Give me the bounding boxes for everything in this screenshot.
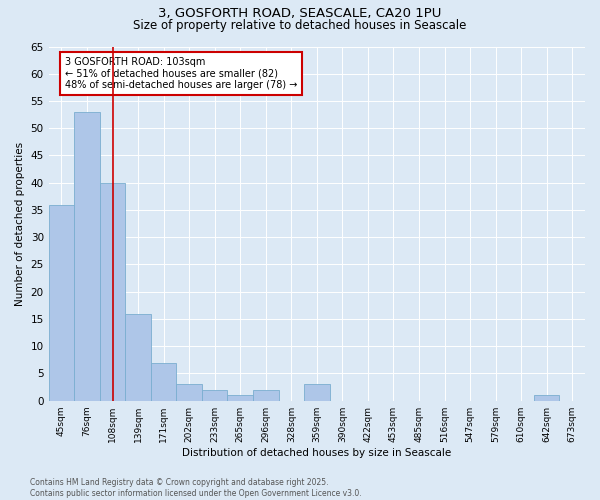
- Text: 3, GOSFORTH ROAD, SEASCALE, CA20 1PU: 3, GOSFORTH ROAD, SEASCALE, CA20 1PU: [158, 8, 442, 20]
- Bar: [227, 396, 253, 400]
- Bar: [253, 390, 278, 400]
- Text: 3 GOSFORTH ROAD: 103sqm
← 51% of detached houses are smaller (82)
48% of semi-de: 3 GOSFORTH ROAD: 103sqm ← 51% of detache…: [65, 57, 297, 90]
- Bar: [74, 112, 100, 401]
- Y-axis label: Number of detached properties: Number of detached properties: [15, 142, 25, 306]
- Bar: [151, 362, 176, 401]
- Text: Size of property relative to detached houses in Seascale: Size of property relative to detached ho…: [133, 18, 467, 32]
- Bar: [49, 204, 74, 400]
- Bar: [202, 390, 227, 400]
- Bar: [304, 384, 329, 400]
- Bar: [534, 396, 559, 400]
- Bar: [125, 314, 151, 400]
- Bar: [100, 182, 125, 400]
- X-axis label: Distribution of detached houses by size in Seascale: Distribution of detached houses by size …: [182, 448, 451, 458]
- Text: Contains HM Land Registry data © Crown copyright and database right 2025.
Contai: Contains HM Land Registry data © Crown c…: [30, 478, 362, 498]
- Bar: [176, 384, 202, 400]
